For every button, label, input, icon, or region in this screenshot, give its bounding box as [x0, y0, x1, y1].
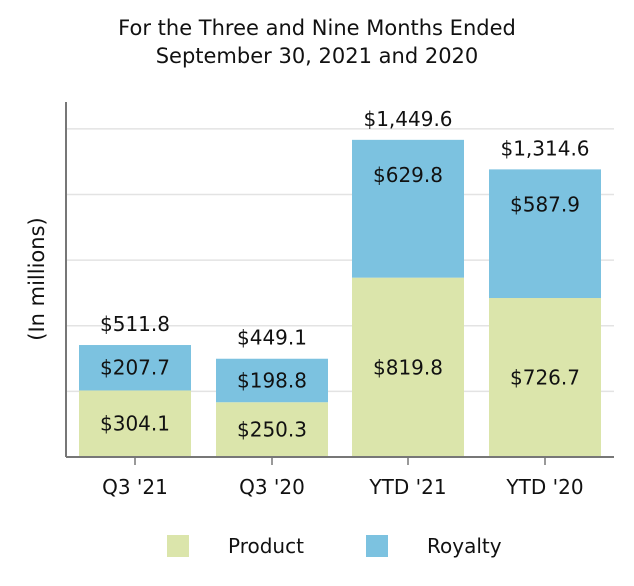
x-tick-label-0: Q3 '21	[102, 475, 168, 499]
chart-title-line-1: For the Three and Nine Months Ended	[118, 16, 516, 40]
data-label-royalty-3: $587.9	[510, 192, 580, 216]
chart-title-line-2: September 30, 2021 and 2020	[156, 44, 479, 68]
bar-product-3	[489, 298, 601, 457]
bars-group	[79, 139, 601, 457]
data-label-product-2: $819.8	[373, 355, 443, 379]
bar-royalty-1	[216, 358, 328, 403]
bar-royalty-3	[489, 169, 601, 299]
data-label-total-1: $449.1	[237, 326, 307, 350]
data-label-total-3: $1,314.6	[500, 136, 589, 160]
bar-royalty-0	[79, 345, 191, 391]
x-tick-label-2: YTD '21	[368, 475, 446, 499]
x-tick-label-3: YTD '20	[505, 475, 583, 499]
data-label-royalty-2: $629.8	[373, 163, 443, 187]
data-label-royalty-1: $198.8	[237, 368, 307, 392]
y-axis-label: (In millions)	[25, 217, 49, 340]
bar-labels-group: $304.1 $207.7 $511.8 $250.3 $198.8 $449.1 $819…	[100, 107, 590, 442]
data-label-product-3: $726.7	[510, 366, 580, 390]
x-tick-label-1: Q3 '20	[239, 475, 305, 499]
data-label-total-0: $511.8	[100, 312, 170, 336]
legend-swatch-product	[167, 535, 189, 557]
bar-product-1	[216, 402, 328, 457]
legend-label-royalty: Royalty	[427, 534, 502, 558]
data-label-royalty-0: $207.7	[100, 356, 170, 380]
legend-label-product: Product	[228, 534, 304, 558]
legend-swatch-royalty	[366, 535, 388, 557]
bar-product-0	[79, 390, 191, 457]
bar-product-2	[352, 277, 464, 457]
data-label-product-1: $250.3	[237, 418, 307, 442]
data-label-product-0: $304.1	[100, 412, 170, 436]
axes-group: Q3 '21 Q3 '20 YTD '21 YTD '20	[65, 102, 614, 499]
data-label-total-2: $1,449.6	[363, 107, 452, 131]
bar-royalty-2	[352, 139, 464, 278]
legend: Product Royalty	[167, 534, 502, 558]
